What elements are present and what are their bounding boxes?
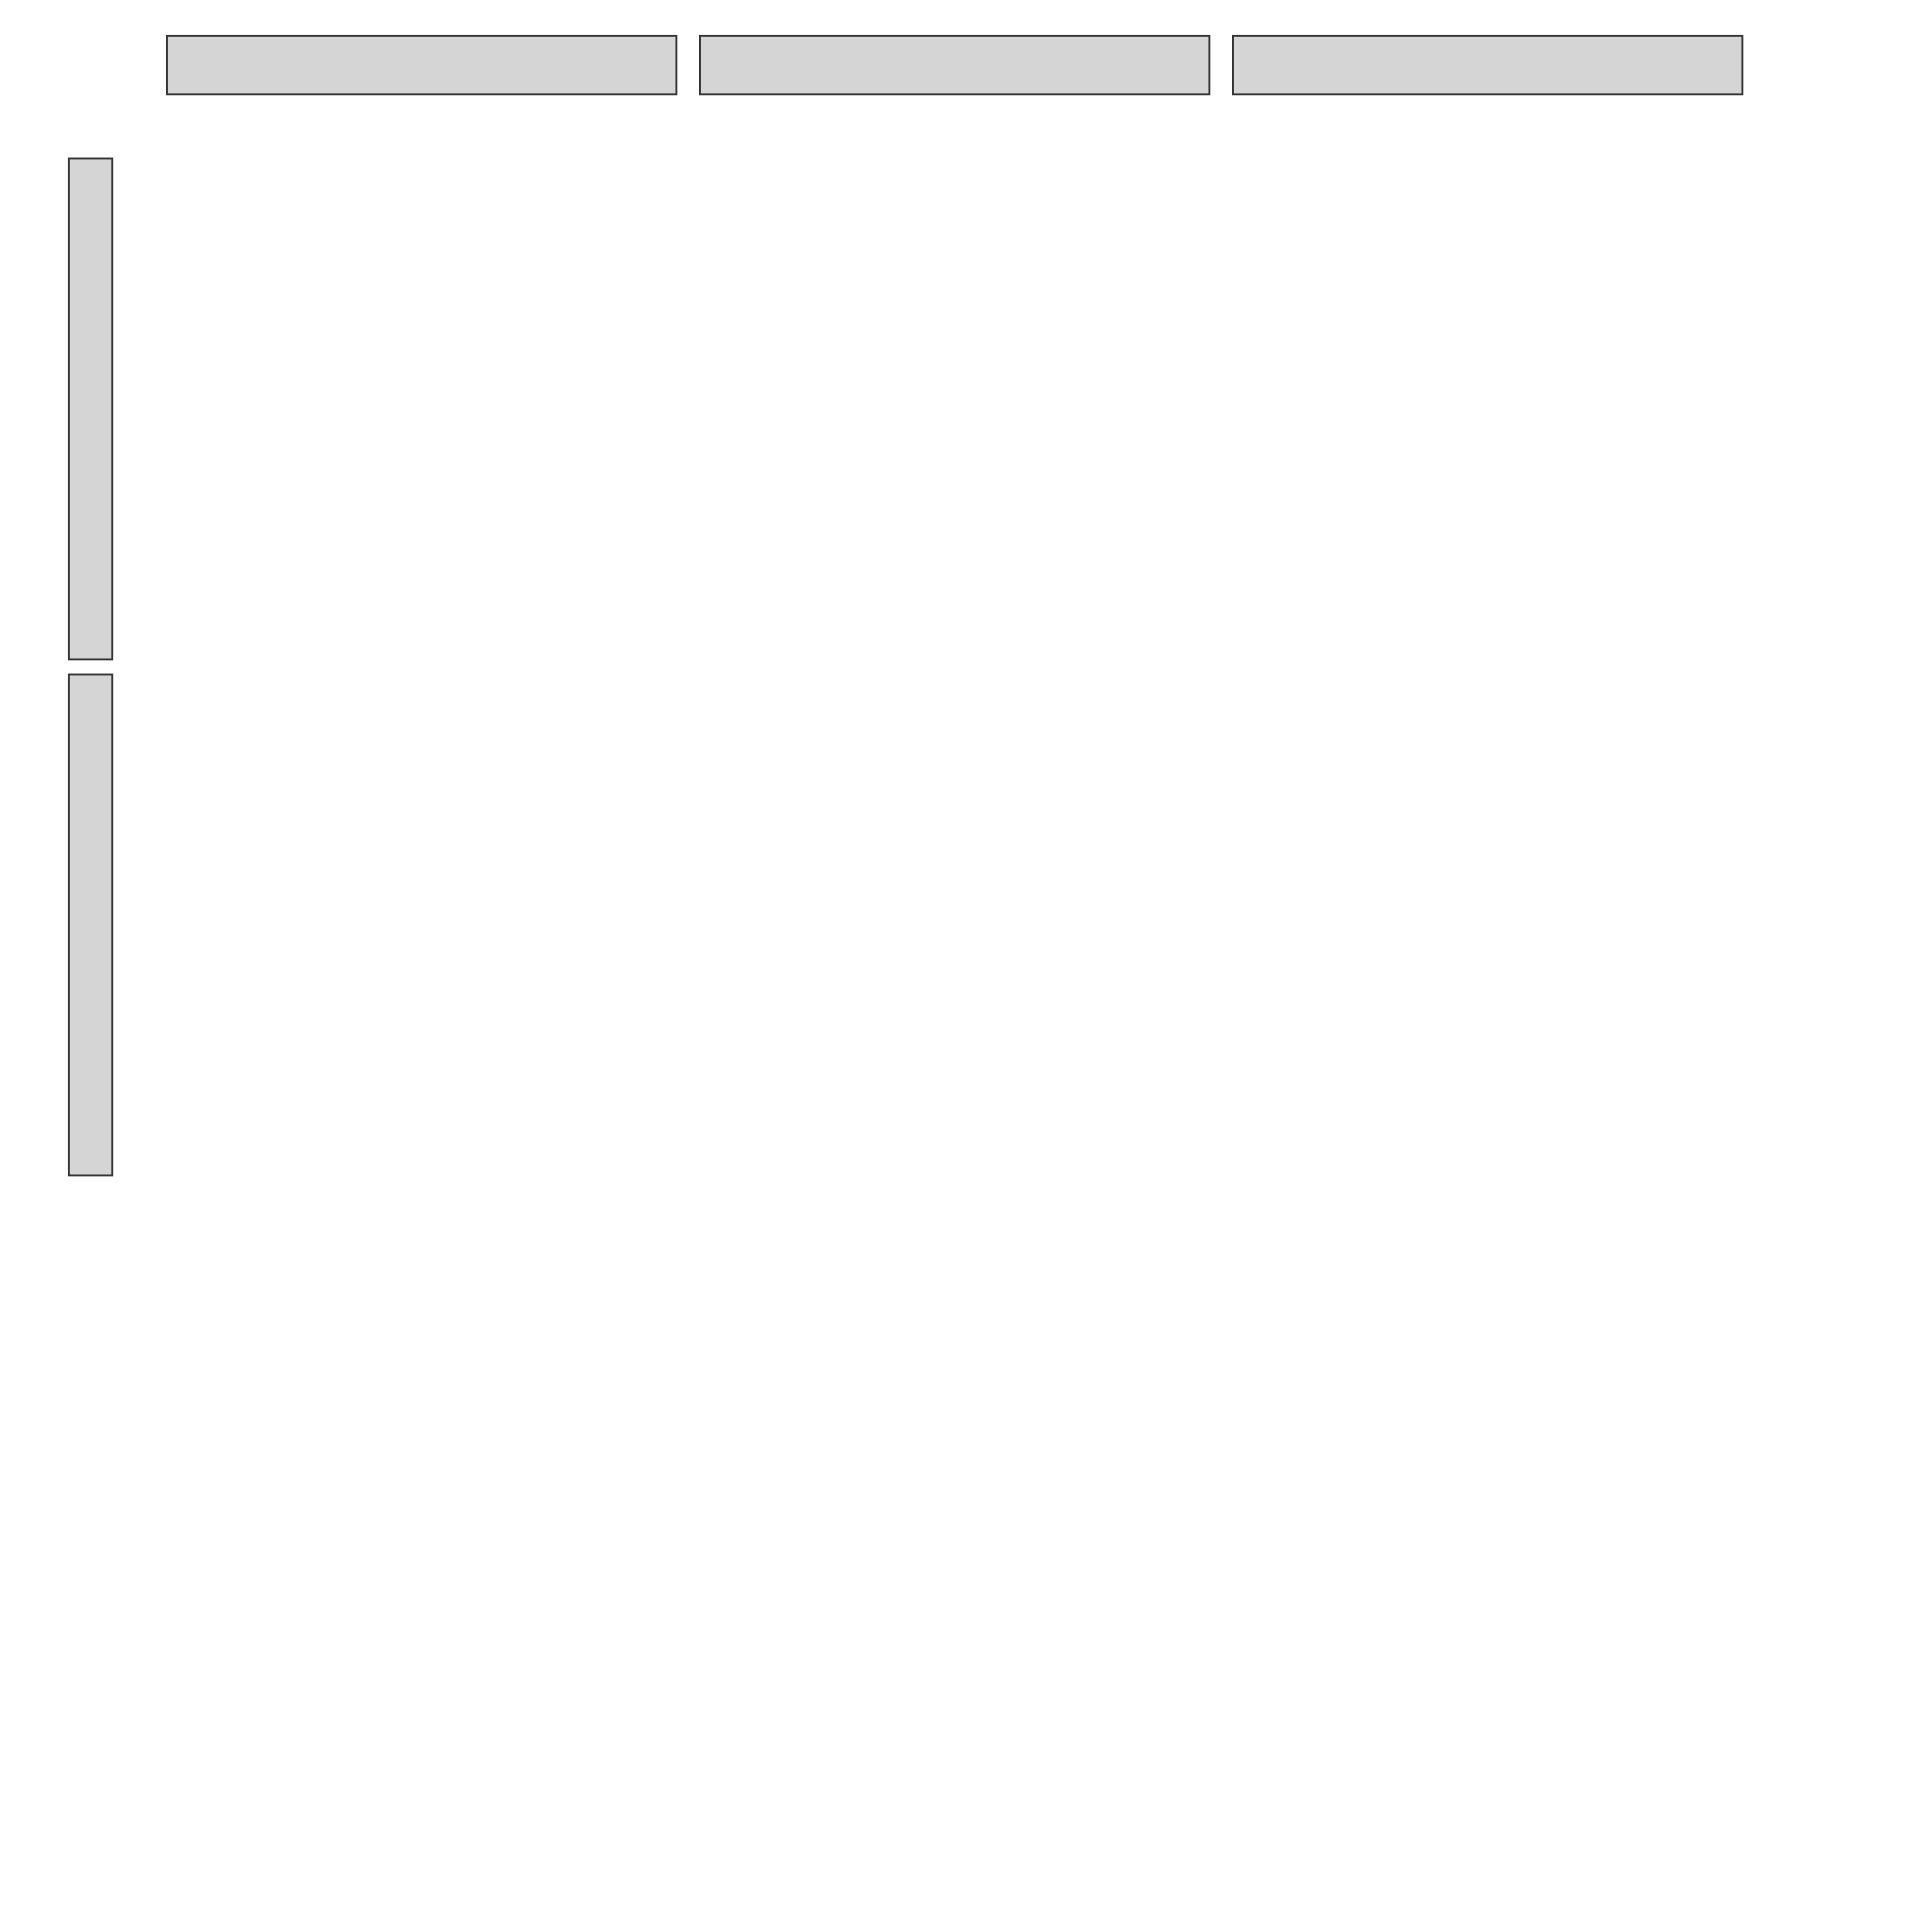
facet-strip-ssp5-8.5 (68, 674, 113, 1176)
linear-slope-colorbar (1783, 1227, 1815, 1707)
facet-strip-2071-2100 (1232, 35, 1743, 95)
facet-strip-ssp1-2.6 (68, 158, 113, 660)
facet-strip-2030-2050 (166, 35, 677, 95)
facet-strip-2051-2070 (699, 35, 1210, 95)
